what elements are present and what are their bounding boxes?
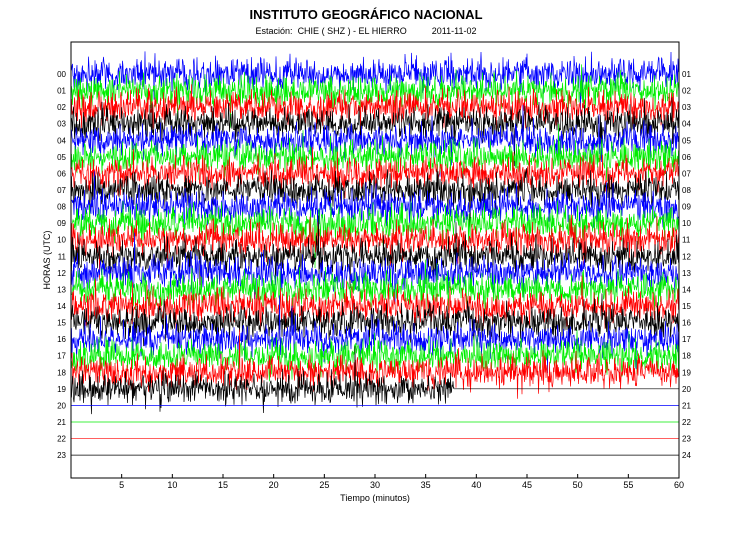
station-name: CHIE ( SHZ ) - EL HIERRO [297,26,407,36]
left-hour-label: 08 [57,203,66,212]
left-hour-label: 05 [57,153,66,162]
left-hour-label: 10 [57,236,66,245]
right-hour-label: 09 [682,203,691,212]
left-hour-label: 06 [57,169,66,178]
x-tick-label: 25 [319,480,329,490]
trace-hour-05 [71,123,680,181]
trace-hour-17 [71,329,680,382]
left-hour-label: 16 [57,335,66,344]
right-hour-label: 17 [682,335,691,344]
left-hour-label: 15 [57,319,66,328]
x-tick-label: 10 [167,480,177,490]
left-hour-label: 17 [57,352,66,361]
trace-hour-02 [71,84,680,131]
left-hour-label: 22 [57,435,66,444]
right-hour-label: 14 [682,285,691,294]
seismic-traces [71,51,680,456]
station-label: Estación: [255,26,293,36]
trace-hour-12 [71,232,680,305]
x-tick-label: 45 [522,480,532,490]
left-hour-labels: 00 01 02 03 04 05 06 07 08 09 10 11 12 13 14 15 16 17 18 19… [57,70,66,460]
trace-hour-15 [71,293,680,349]
trace-hour-01 [71,64,680,128]
left-hour-label: 01 [57,87,66,96]
trace-hour-19 [71,346,679,415]
x-axis: 5 10 15 20 25 30 35 40 45 50 55 60 [119,474,684,490]
trace-hour-07 [71,168,680,244]
left-hour-label: 14 [57,302,66,311]
x-tick-label: 40 [471,480,481,490]
left-hour-label: 18 [57,368,66,377]
x-axis-label: Tiempo (minutos) [340,493,410,503]
left-hour-label: 04 [57,136,66,145]
right-hour-label: 15 [682,302,691,311]
right-hour-label: 07 [682,169,691,178]
right-hour-label: 19 [682,368,691,377]
left-hour-label: 23 [57,451,66,460]
left-hour-label: 00 [57,70,66,79]
trace-hour-09 [71,200,680,269]
left-hour-label: 02 [57,103,66,112]
right-hour-label: 05 [682,136,691,145]
chart-subtitle: Estación: CHIE ( SHZ ) - EL HIERRO 2011-… [0,26,732,36]
right-hour-label: 08 [682,186,691,195]
left-hour-label: 12 [57,269,66,278]
right-hour-label: 01 [682,70,691,79]
left-hour-label: 13 [57,285,66,294]
x-tick-label: 35 [421,480,431,490]
left-hour-label: 07 [57,186,66,195]
left-hour-label: 11 [58,252,67,261]
trace-hour-14 [71,275,680,330]
x-tick-label: 5 [119,480,124,490]
trace-hour-10 [71,214,680,280]
right-hour-label: 10 [682,219,691,228]
right-hour-label: 03 [682,103,691,112]
right-hour-label: 18 [682,352,691,361]
left-hour-label: 03 [57,120,66,129]
right-hour-label: 22 [682,418,691,427]
left-hour-label: 19 [57,385,66,394]
x-tick-label: 30 [370,480,380,490]
right-hour-label: 21 [682,401,691,410]
chart-title: INSTITUTO GEOGRÁFICO NACIONAL [249,7,483,22]
right-hour-label: 12 [682,252,691,261]
right-hour-label: 24 [682,451,691,460]
right-hour-label: 02 [682,87,691,96]
right-hour-labels: 01 02 03 04 05 06 07 08 09 10 11 12 13 14 15 16 17 18 19 20… [682,70,691,460]
trace-hour-13 [71,259,680,315]
right-hour-label: 04 [682,120,691,129]
x-tick-label: 15 [218,480,228,490]
left-hour-label: 21 [57,418,66,427]
left-hour-label: 09 [57,219,66,228]
x-tick-label: 55 [623,480,633,490]
record-date: 2011-11-02 [431,26,477,36]
right-hour-label: 20 [682,385,691,394]
right-hour-label: 06 [682,153,691,162]
trace-hour-06 [71,147,680,208]
right-hour-label: 16 [682,319,691,328]
trace-hour-04 [71,104,680,177]
trace-hour-00 [71,51,680,114]
left-hour-label: 20 [57,401,66,410]
x-tick-label: 60 [674,480,684,490]
right-hour-label: 11 [682,236,691,245]
right-hour-label: 23 [682,435,691,444]
x-tick-label: 20 [269,480,279,490]
right-hour-label: 13 [682,269,691,278]
x-tick-label: 50 [573,480,583,490]
trace-hour-18 [71,329,680,399]
y-axis-label: HORAS (UTC) [42,231,52,290]
